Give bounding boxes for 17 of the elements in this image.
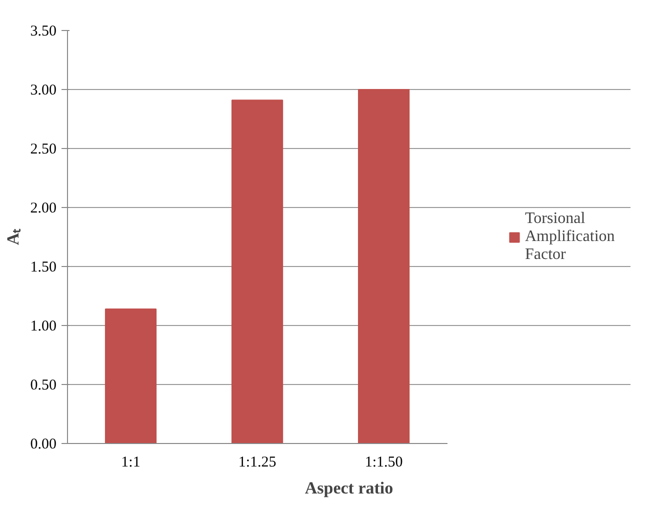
y-tick-label: 3.50 xyxy=(30,24,56,40)
bar xyxy=(358,89,410,444)
y-tick-label: 2.50 xyxy=(30,142,56,158)
x-tick-label: 1:1.25 xyxy=(238,454,276,470)
y-tick-label: 1.50 xyxy=(30,260,56,276)
y-tick-label: 2.00 xyxy=(30,200,56,216)
bar xyxy=(231,100,284,444)
x-tick-label: 1:1 xyxy=(121,454,140,470)
y-tick-label: 1.00 xyxy=(30,318,56,334)
legend-label: Torsional Amplification Factor xyxy=(525,210,616,264)
y-tick-label: 3.00 xyxy=(30,82,56,98)
x-axis-title: Aspect ratio xyxy=(304,478,394,498)
y-tick-label: 0.00 xyxy=(30,436,56,452)
bar xyxy=(104,308,157,444)
y-axis-title: Aₜ xyxy=(3,228,22,246)
y-tick-label: 0.50 xyxy=(30,378,56,394)
x-tick-label: 1:1.50 xyxy=(364,454,403,470)
